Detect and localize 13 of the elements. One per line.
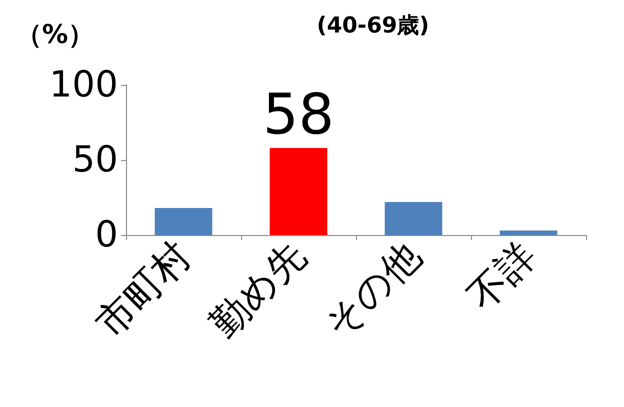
bar	[270, 148, 328, 235]
x-tick-label: 不詳	[459, 233, 544, 318]
bar	[154, 208, 212, 235]
y-axis-title: （%）	[16, 20, 94, 50]
data-label: 58	[262, 82, 334, 148]
y-tick-label: 50	[72, 140, 118, 180]
bar	[384, 202, 442, 235]
x-tick-label: その他	[316, 233, 430, 347]
y-tick-label: 0	[95, 214, 118, 256]
bar	[500, 230, 558, 235]
x-tick-label: 勤め先	[202, 233, 314, 346]
y-tick-label: 100	[49, 64, 118, 106]
chart-title: (40-69歳)	[316, 14, 430, 38]
